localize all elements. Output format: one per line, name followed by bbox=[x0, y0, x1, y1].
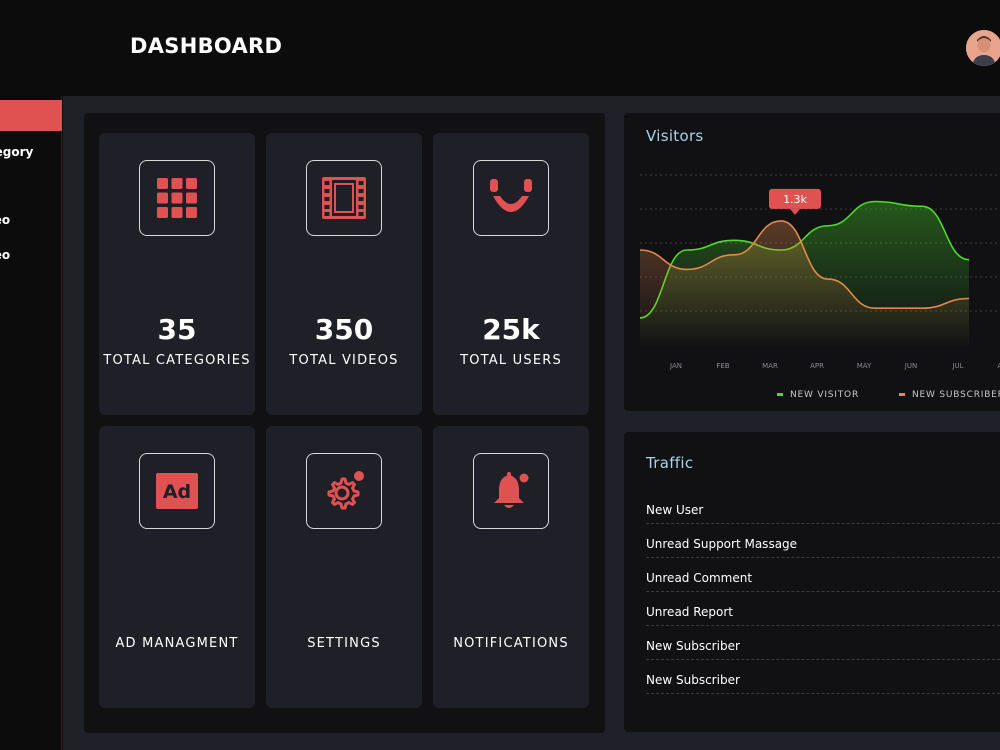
smile-icon bbox=[473, 160, 549, 236]
svg-text:Ad: Ad bbox=[163, 481, 191, 503]
series-area-1 bbox=[640, 220, 969, 347]
traffic-row[interactable]: New User bbox=[646, 490, 1000, 524]
x-tick-label: MAR bbox=[762, 362, 778, 370]
avatar[interactable] bbox=[966, 30, 1000, 66]
x-tick-label: FEB bbox=[716, 362, 729, 370]
card-label: TOTAL VIDEOS bbox=[289, 353, 399, 368]
bell-icon bbox=[473, 453, 549, 529]
card-total-users[interactable]: 25k TOTAL USERS bbox=[433, 133, 589, 415]
visitors-title: Visitors bbox=[646, 127, 704, 145]
card-label: TOTAL USERS bbox=[460, 353, 562, 368]
film-icon bbox=[306, 160, 382, 236]
x-tick-label: JUL bbox=[951, 362, 963, 370]
page-title: DASHBOARD bbox=[130, 34, 283, 58]
sidebar-item-video-2[interactable]: Video bbox=[0, 248, 11, 262]
traffic-row[interactable]: New Subscriber bbox=[646, 660, 1000, 694]
card-ad-management[interactable]: Ad AD MANAGMENT bbox=[99, 426, 255, 708]
card-total-videos[interactable]: 350 TOTAL VIDEOS bbox=[266, 133, 422, 415]
x-tick-label: JAN bbox=[669, 362, 682, 370]
card-label: SETTINGS bbox=[307, 636, 381, 651]
traffic-row[interactable]: Unread Comment bbox=[646, 558, 1000, 592]
sidebar-item-video[interactable]: Video bbox=[0, 213, 11, 227]
card-value: 25k bbox=[482, 313, 540, 346]
sidebar: Category Video Video bbox=[0, 96, 62, 750]
tooltip-label: 1.3k bbox=[783, 193, 807, 206]
card-value: 350 bbox=[314, 313, 374, 346]
sidebar-item-active[interactable] bbox=[0, 100, 62, 131]
gear-icon bbox=[306, 453, 382, 529]
traffic-panel: Traffic New User Unread Support Massage … bbox=[624, 432, 1000, 732]
sidebar-item-category[interactable]: Category bbox=[0, 145, 34, 159]
x-tick-label: MAY bbox=[857, 362, 872, 370]
card-notifications[interactable]: NOTIFICATIONS bbox=[433, 426, 589, 708]
tooltip-arrow bbox=[790, 208, 800, 215]
x-tick-label: JUN bbox=[904, 362, 917, 370]
traffic-title: Traffic bbox=[646, 454, 694, 472]
ad-icon: Ad bbox=[139, 453, 215, 529]
tooltip-box bbox=[769, 188, 821, 209]
user-avatar-icon bbox=[966, 30, 1000, 66]
traffic-row[interactable]: New Subscriber bbox=[646, 626, 1000, 660]
top-bar: DASHBOARD bbox=[0, 0, 1000, 96]
card-total-categories[interactable]: 35 TOTAL CATEGORIES bbox=[99, 133, 255, 415]
visitors-panel: Visitors JAN FEB MAR APR MAY JUN JUL AUG 1.3k N… bbox=[624, 113, 1000, 411]
grid-icon bbox=[139, 160, 215, 236]
card-label: NOTIFICATIONS bbox=[453, 636, 569, 651]
legend-new-visitor: NEW VISITOR bbox=[777, 390, 859, 400]
x-tick-label: AUG bbox=[997, 362, 1000, 370]
card-label: AD MANAGMENT bbox=[115, 636, 239, 651]
x-tick-label: APR bbox=[810, 362, 824, 370]
traffic-row[interactable]: Unread Support Massage bbox=[646, 524, 1000, 558]
series-line-0 bbox=[639, 200, 970, 319]
series-line-1 bbox=[639, 220, 970, 309]
traffic-row[interactable]: Unread Report bbox=[646, 592, 1000, 626]
card-value: 35 bbox=[157, 313, 197, 346]
visitors-chart: JAN FEB MAR APR MAY JUN JUL AUG 1.3k bbox=[639, 174, 1000, 370]
card-settings[interactable]: SETTINGS bbox=[266, 426, 422, 708]
legend-new-subscriber: NEW SUBSCRIBER bbox=[899, 390, 1000, 400]
card-label: TOTAL CATEGORIES bbox=[103, 353, 251, 368]
cards-panel: 35 TOTAL CATEGORIES 350 TOTAL VIDEOS bbox=[84, 113, 605, 733]
